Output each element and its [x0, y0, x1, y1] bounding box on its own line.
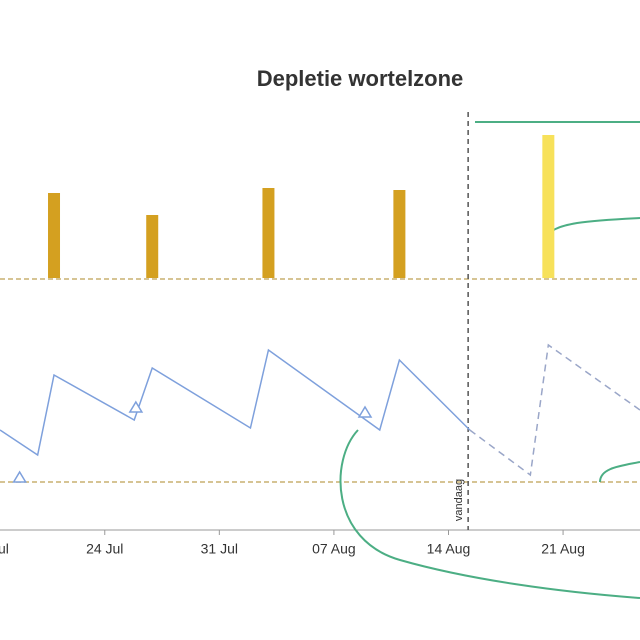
- annotation-line: [339, 429, 640, 599]
- x-tick-label: 17 Jul: [0, 541, 9, 557]
- marker: [357, 405, 373, 418]
- bar: [262, 188, 275, 278]
- annotation-lines: [339, 121, 640, 599]
- bar: [542, 135, 555, 278]
- x-tick-label: 14 Aug: [427, 541, 471, 557]
- bar: [146, 215, 159, 278]
- today-label: vandaag: [453, 479, 465, 521]
- x-tick-label: 24 Jul: [86, 541, 123, 557]
- x-tick-label: 31 Jul: [201, 541, 238, 557]
- annotation-line: [599, 461, 640, 483]
- x-tick-label: 07 Aug: [312, 541, 356, 557]
- bar: [48, 193, 61, 278]
- x-tick-label: 21 Aug: [541, 541, 585, 557]
- annotation-line: [547, 217, 640, 239]
- line: [0, 348, 471, 457]
- line: [469, 343, 640, 477]
- chart-title: Depletie wortelzone: [257, 66, 464, 91]
- bar: [393, 190, 406, 278]
- marker: [12, 470, 27, 483]
- marker: [128, 400, 144, 413]
